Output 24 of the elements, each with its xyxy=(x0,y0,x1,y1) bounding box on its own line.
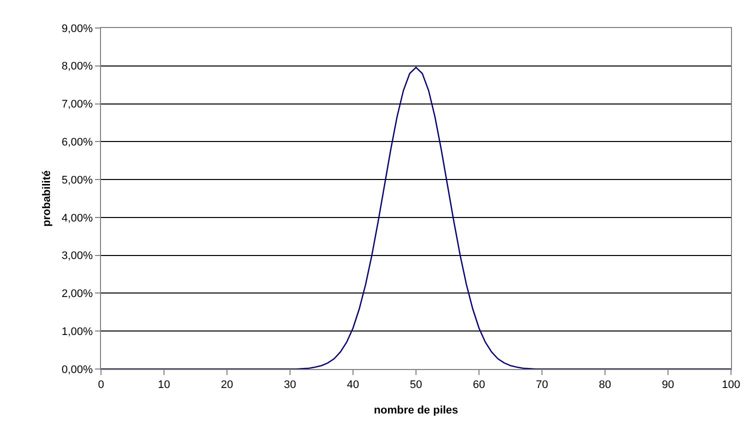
x-tick-label: 30 xyxy=(284,379,296,392)
x-tick-label: 70 xyxy=(536,379,548,392)
x-tick-label: 50 xyxy=(410,379,422,392)
y-tick-label: 8,00% xyxy=(62,60,94,73)
y-axis-title: probabilité xyxy=(41,170,54,227)
x-tick-label: 60 xyxy=(472,379,486,392)
x-tick-label: 20 xyxy=(220,379,234,392)
y-tick-label: 7,00% xyxy=(62,98,94,111)
x-tick-label: 90 xyxy=(662,379,674,392)
x-tick-label: 40 xyxy=(346,379,360,392)
y-tick-label: 2,00% xyxy=(62,288,94,300)
y-tick-label: 1,00% xyxy=(62,326,94,338)
x-tick-label: 100 xyxy=(722,379,740,392)
y-tick-label: 4,00% xyxy=(62,212,94,224)
y-tick-label: 3,00% xyxy=(62,250,94,262)
x-tick-label: 80 xyxy=(598,379,612,392)
x-axis-title: nombre de piles xyxy=(374,404,458,416)
y-tick-label: 5,00% xyxy=(62,174,94,186)
line-series xyxy=(101,66,731,369)
y-tick-label: 9,00% xyxy=(62,22,94,35)
y-tick-label: 6,00% xyxy=(62,136,94,149)
x-tick-label: 0 xyxy=(98,379,104,392)
x-tick-label: 10 xyxy=(158,379,170,392)
y-tick-label: 0,00% xyxy=(62,364,94,376)
